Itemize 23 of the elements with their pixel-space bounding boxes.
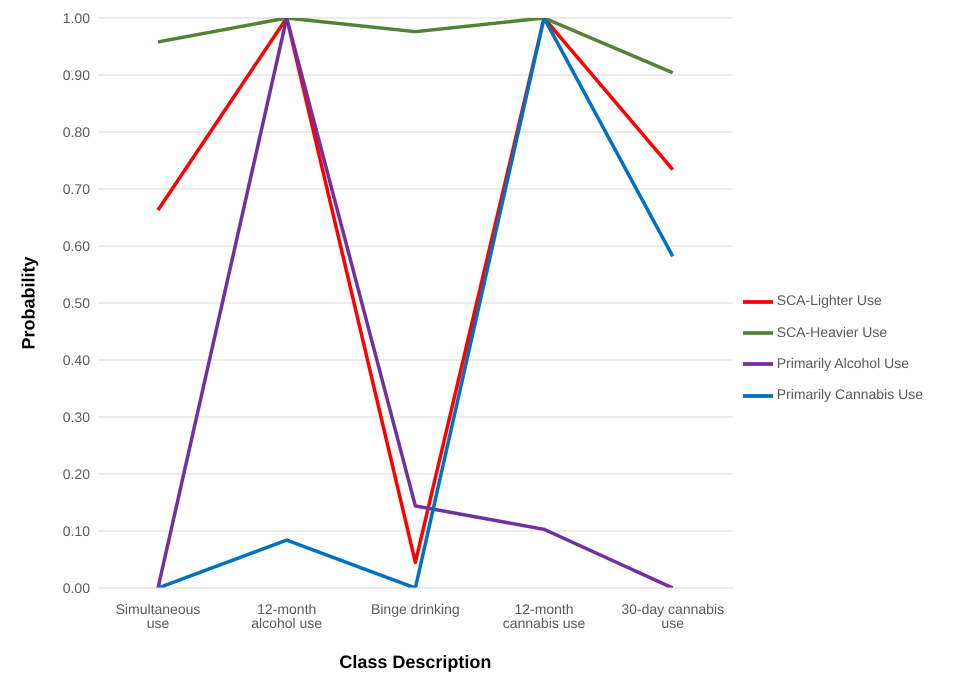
x-tick-label: 12-month cannabis use	[502, 600, 586, 631]
y-tick-label: 0.50	[62, 294, 90, 311]
y-tick-label: 0.60	[62, 238, 90, 254]
legend-label: Primarily Alcohol Use	[776, 355, 909, 371]
y-tick-label: 0.90	[62, 66, 90, 83]
y-tick-label: 0.00	[62, 580, 90, 596]
x-tick-label: 12-month alcohol use	[251, 600, 322, 631]
x-axis-title: Class Description	[339, 652, 492, 672]
legend-label: SCA-Lighter Use	[776, 292, 882, 308]
x-tick-label: 30-day cannabis use	[621, 600, 724, 631]
y-tick-label: 0.30	[62, 408, 90, 425]
x-tick-label: Binge drinking	[370, 600, 460, 617]
y-tick-label: 0.10	[62, 522, 90, 539]
y-axis-title: Probability	[18, 256, 38, 350]
legend-label: SCA-Heavier Use	[776, 324, 888, 340]
legend-label: Primarily Cannabis Use	[776, 386, 923, 402]
y-tick-label: 0.80	[62, 124, 90, 140]
y-tick-label: 0.40	[62, 352, 90, 368]
y-tick-label: 0.20	[62, 466, 90, 482]
line-series	[156, 18, 674, 74]
y-tick-label: 1.00	[62, 10, 90, 26]
x-tick-label: Simultaneous use	[116, 600, 200, 631]
y-tick-label: 0.70	[62, 180, 90, 197]
